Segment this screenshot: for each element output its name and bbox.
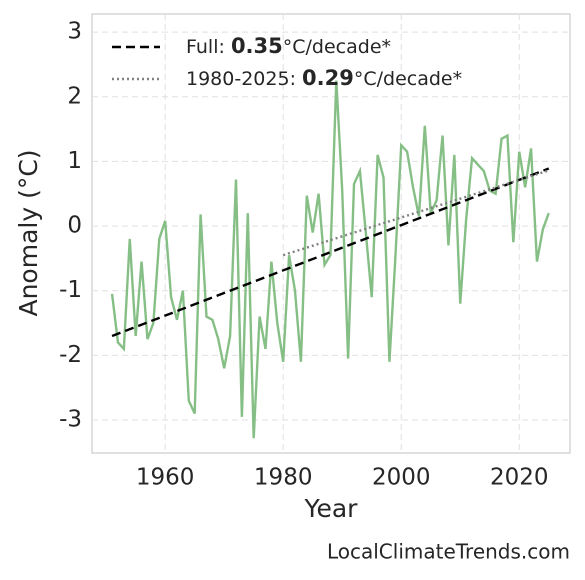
legend-label: Full: 0.35°C/decade* (186, 34, 391, 58)
x-tick-label: 2020 (490, 465, 549, 491)
legend-label-part: °C/decade* (283, 36, 391, 58)
y-tick-label: 0 (67, 213, 82, 239)
y-axis-label: Anomaly (°C) (14, 149, 43, 316)
legend-label-part: 0.35 (231, 34, 283, 58)
x-tick-label: 1980 (254, 465, 313, 491)
trend-line (282, 169, 550, 257)
y-tick-label: -2 (59, 342, 82, 368)
watermark: LocalClimateTrends.com (327, 540, 570, 564)
x-tick-label: 2000 (372, 465, 431, 491)
x-tick-label: 1960 (136, 465, 195, 491)
legend-label-part: Full: (186, 36, 231, 58)
legend-label: 1980-2025: 0.29°C/decade* (186, 66, 462, 90)
trend-line (111, 167, 550, 338)
y-tick-label: 3 (67, 19, 82, 45)
y-tick-label: 1 (67, 148, 82, 174)
legend-label-part: °C/decade* (354, 68, 462, 90)
y-tick-label: -3 (59, 407, 82, 433)
data-line (110, 80, 550, 439)
y-tick-label: -1 (59, 277, 82, 303)
legend-label-part: 0.29 (302, 66, 354, 90)
y-tick-label: 2 (67, 83, 82, 109)
x-axis-label: Year (304, 494, 359, 523)
legend-label-part: 1980-2025: (186, 68, 302, 90)
